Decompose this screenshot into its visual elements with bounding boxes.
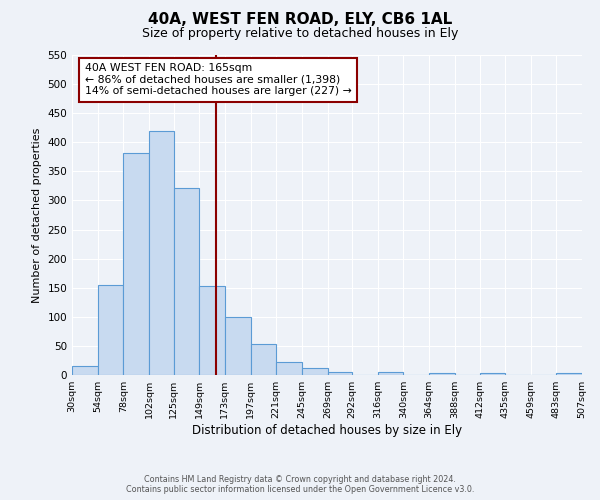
Bar — [225, 317, 251, 375]
Bar — [72, 366, 98, 375]
Y-axis label: Number of detached properties: Number of detached properties — [32, 128, 42, 302]
Bar — [98, 285, 124, 375]
Text: Contains HM Land Registry data © Crown copyright and database right 2024.
Contai: Contains HM Land Registry data © Crown c… — [126, 474, 474, 494]
Text: 40A, WEST FEN ROAD, ELY, CB6 1AL: 40A, WEST FEN ROAD, ELY, CB6 1AL — [148, 12, 452, 28]
X-axis label: Distribution of detached houses by size in Ely: Distribution of detached houses by size … — [192, 424, 462, 437]
Bar — [429, 374, 455, 375]
Bar — [481, 374, 505, 375]
Bar — [199, 286, 225, 375]
Bar — [302, 368, 328, 375]
Bar — [378, 372, 403, 375]
Text: 40A WEST FEN ROAD: 165sqm
← 86% of detached houses are smaller (1,398)
14% of se: 40A WEST FEN ROAD: 165sqm ← 86% of detac… — [85, 63, 352, 96]
Text: Size of property relative to detached houses in Ely: Size of property relative to detached ho… — [142, 28, 458, 40]
Bar — [149, 130, 173, 375]
Bar — [173, 188, 199, 375]
Bar — [328, 372, 352, 375]
Bar — [124, 152, 149, 375]
Bar — [556, 374, 582, 375]
Bar — [251, 344, 276, 375]
Bar — [276, 362, 302, 375]
